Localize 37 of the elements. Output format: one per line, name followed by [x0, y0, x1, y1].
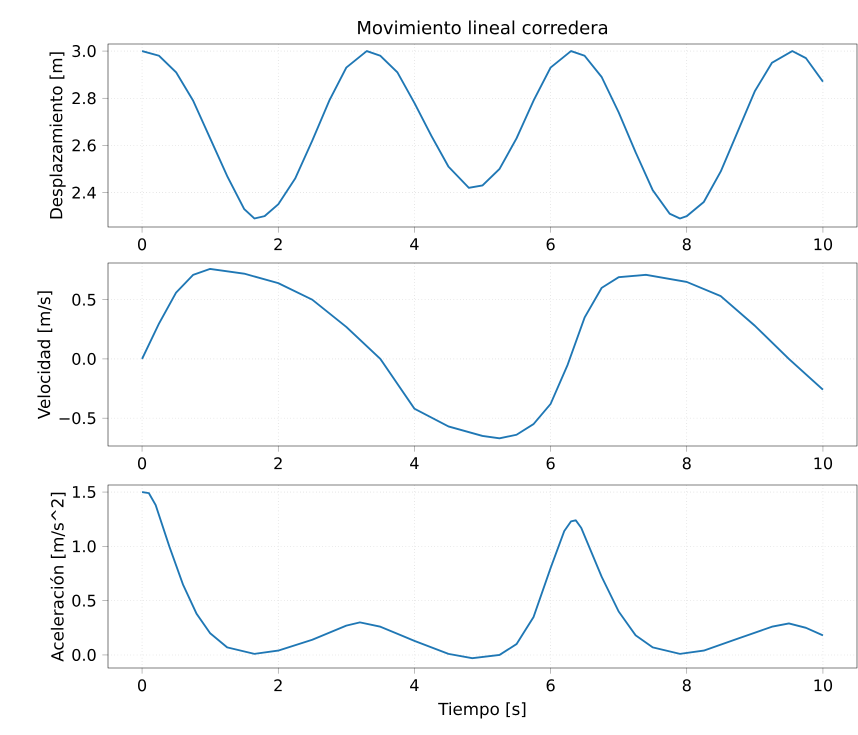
y-tick-label: 3.0	[72, 45, 96, 58]
y-tick-label: 1.0	[73, 540, 96, 552]
x-tick-label: 4	[410, 679, 419, 691]
line-series	[141, 50, 824, 220]
x-tick-label: 2	[274, 238, 282, 250]
x-tick-label: 0	[138, 457, 146, 470]
x-tick-label: 6	[546, 679, 555, 692]
x-tick-label: 10	[814, 679, 832, 692]
y-axis-title: Velocidad [m/s]	[37, 291, 52, 419]
x-tick-label: 10	[814, 457, 832, 470]
y-tick-label: 0.0	[72, 352, 96, 365]
x-tick-label: 8	[682, 457, 691, 470]
x-tick-label: 8	[682, 679, 691, 692]
x-axis-title: Tiempo [s]	[438, 702, 526, 718]
y-tick-label: 2.4	[72, 186, 96, 198]
line-series	[141, 491, 824, 660]
x-tick-label: 6	[546, 457, 555, 470]
y-axis-title: Desplazamiento [m]	[50, 52, 66, 218]
y-tick-label: 2.6	[72, 139, 96, 152]
x-tick-label: 2	[274, 679, 282, 692]
y-tick-label: 0.0	[72, 648, 96, 662]
x-tick-label: 4	[410, 238, 419, 250]
x-tick-label: 4	[410, 457, 419, 469]
line-series	[141, 268, 824, 440]
chart-title: Movimiento lineal corredera	[358, 20, 608, 34]
y-tick-label: 2.8	[72, 92, 96, 104]
x-tick-label: 0	[138, 679, 146, 692]
x-tick-label: 6	[546, 238, 555, 250]
x-tick-label: 8	[682, 238, 691, 250]
x-tick-label: 10	[814, 238, 832, 250]
y-axis-title: Aceleración [m/s^2]	[50, 492, 66, 662]
y-tick-label: 0.5	[72, 594, 96, 607]
y-tick-label: 1.5	[73, 486, 96, 498]
x-tick-label: 2	[274, 457, 282, 470]
y-tick-label: 0.5	[72, 294, 96, 306]
y-tick-label: −0.5	[60, 412, 96, 424]
x-tick-label: 0	[138, 238, 146, 250]
